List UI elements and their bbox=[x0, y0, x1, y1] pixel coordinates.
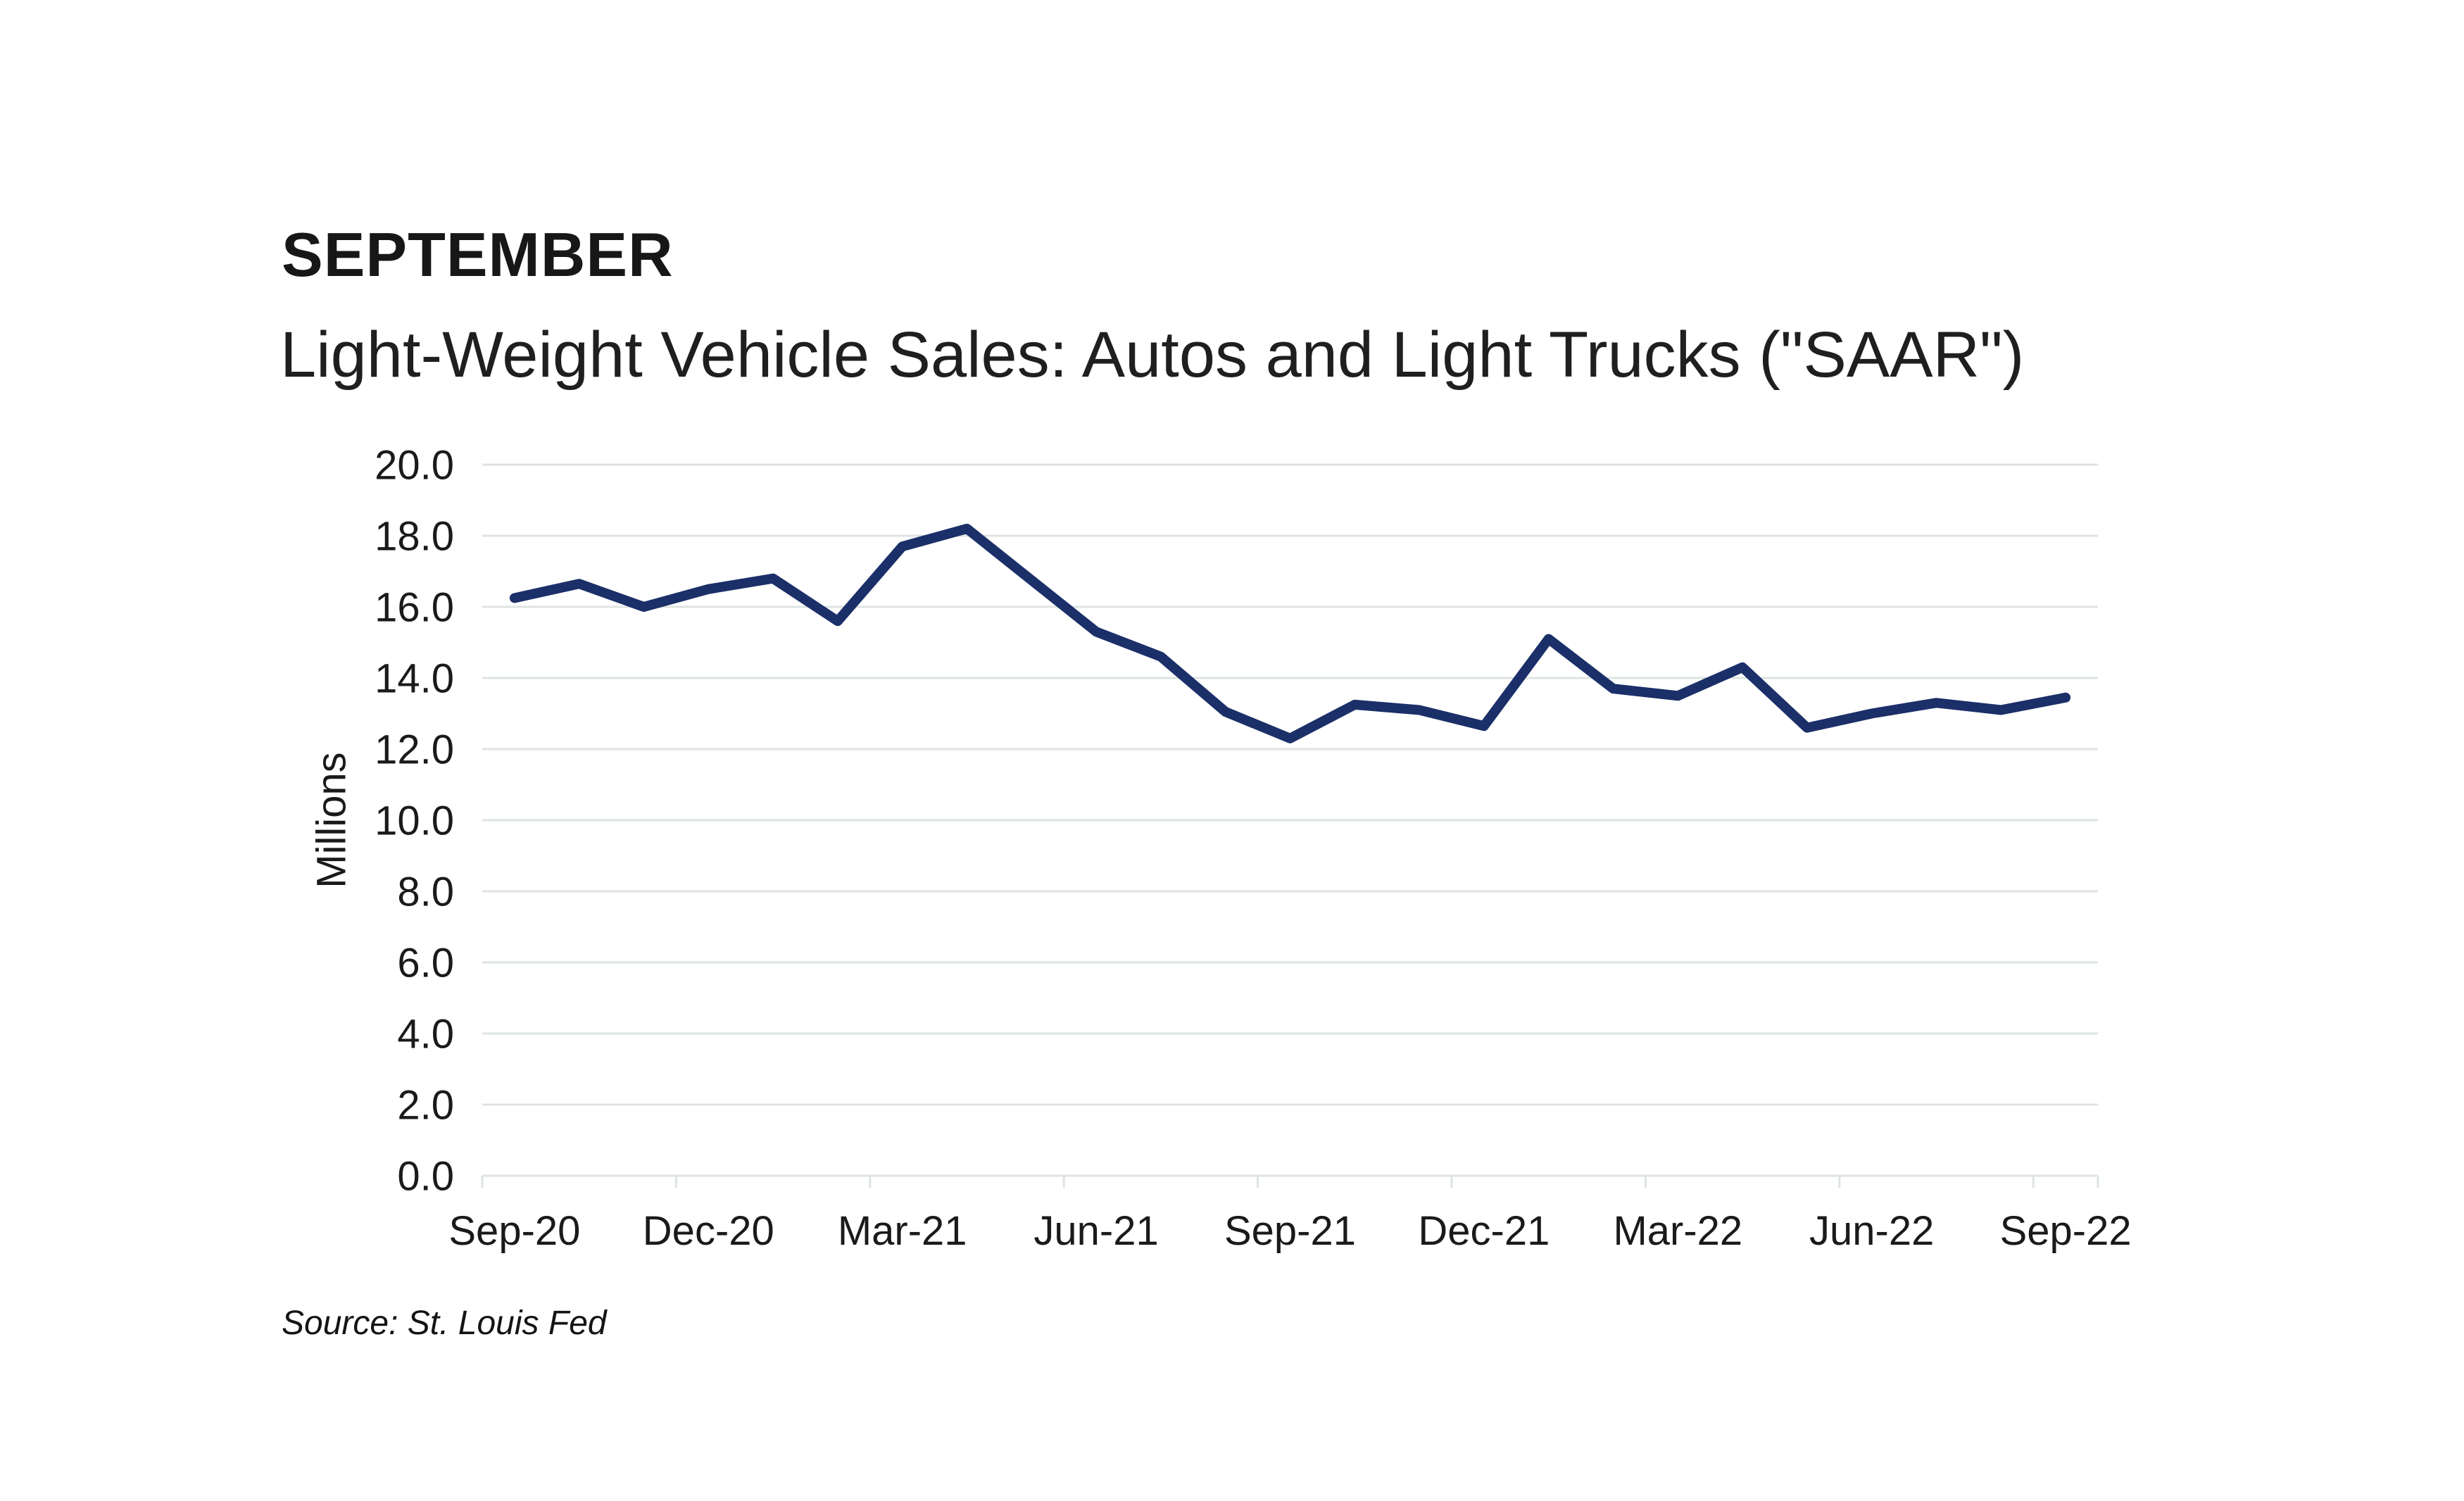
source-note: Source: St. Louis Fed bbox=[282, 1305, 607, 1342]
y-axis-tick-label: 10.0 bbox=[375, 798, 454, 843]
x-axis-tick-label: Jun-22 bbox=[1809, 1208, 1934, 1254]
y-axis-tick-label: 8.0 bbox=[397, 869, 454, 915]
x-axis-tick-label: Dec-20 bbox=[643, 1208, 774, 1254]
x-axis-tick-label: Sep-21 bbox=[1224, 1208, 1356, 1254]
y-axis-tick-label: 12.0 bbox=[375, 727, 454, 772]
y-axis-tick-label: 18.0 bbox=[375, 513, 454, 559]
y-axis-tick-label: 16.0 bbox=[375, 584, 454, 630]
y-axis-tick-label: 4.0 bbox=[397, 1011, 454, 1057]
y-axis-tick-label: 6.0 bbox=[397, 940, 454, 986]
x-axis-tick-label: Mar-22 bbox=[1613, 1208, 1742, 1254]
page-title: SEPTEMBER bbox=[282, 220, 674, 289]
y-axis-tick-label: 0.0 bbox=[397, 1153, 454, 1199]
y-axis-tick-label: 14.0 bbox=[375, 655, 454, 701]
y-axis-tick-label: 20.0 bbox=[375, 442, 454, 488]
x-axis-tick-label: Mar-21 bbox=[838, 1208, 967, 1254]
y-axis-title: Millions bbox=[308, 752, 354, 888]
chart-title: Light-Weight Vehicle Sales: Autos and Li… bbox=[280, 319, 2025, 391]
x-axis-tick-label: Sep-22 bbox=[2000, 1208, 2132, 1254]
x-axis-tick-label: Jun-21 bbox=[1033, 1208, 1158, 1254]
x-axis-tick-label: Dec-21 bbox=[1418, 1208, 1550, 1254]
data-series-line bbox=[509, 523, 2071, 743]
y-axis-tick-label: 2.0 bbox=[397, 1082, 454, 1128]
x-axis-tick-label: Sep-20 bbox=[448, 1208, 580, 1254]
